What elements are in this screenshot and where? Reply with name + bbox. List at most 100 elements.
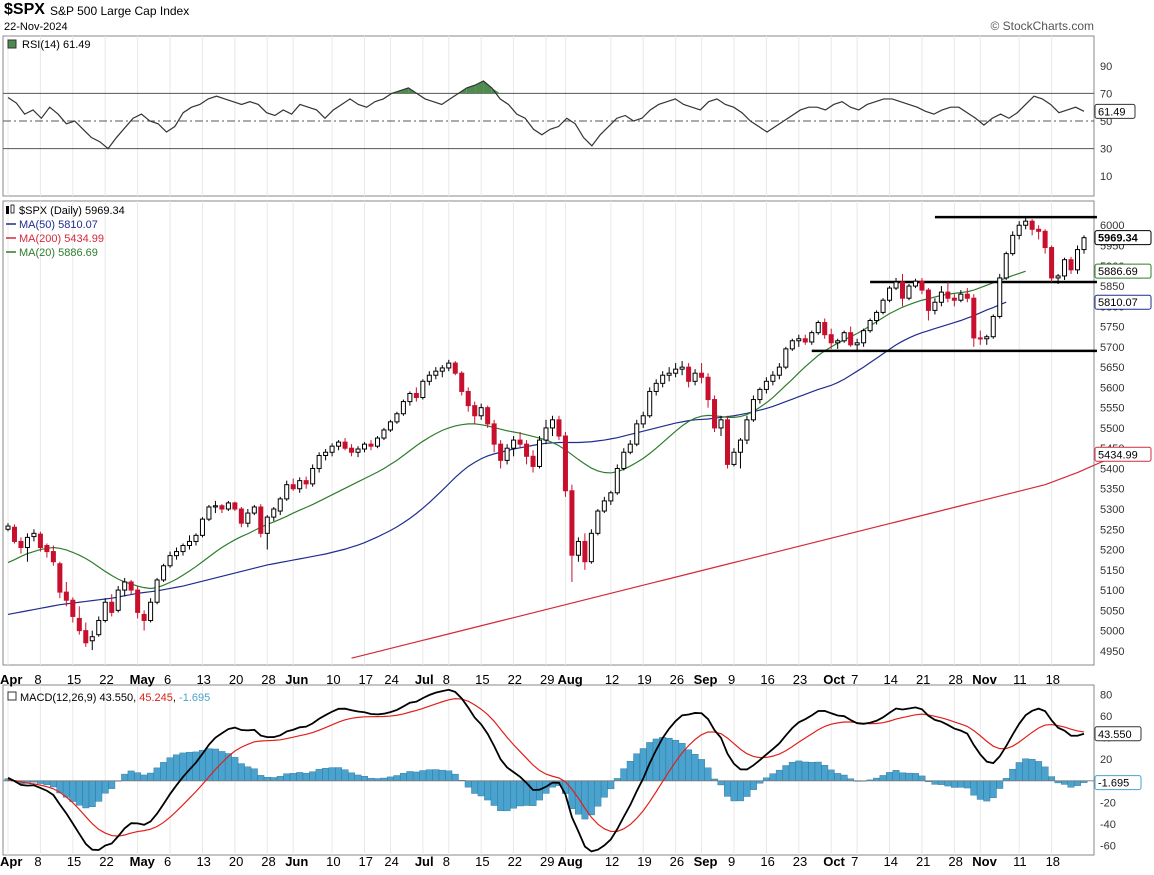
macd-date-label: 11 [1013,854,1026,869]
candlestick [874,310,880,325]
price-date-label: 26 [670,672,684,687]
candle-body [588,532,594,563]
candlestick [841,330,847,343]
macd-histogram-bar [691,754,699,781]
candlestick [530,450,536,473]
candle-body [1062,259,1068,277]
candlestick [634,419,640,447]
candle-body [420,380,426,399]
macd-histogram-bar [140,774,148,781]
candlestick [1068,256,1074,274]
candlestick [31,529,37,542]
macd-histogram-bar [425,769,433,782]
candle-body [575,540,581,556]
price-date-label: 19 [637,672,651,687]
candle-body [912,280,918,287]
price-date-label: Jul [415,672,434,687]
price-date-label: May [130,672,156,687]
macd-legend-part: , [173,692,179,704]
macd-histogram-bar [912,773,919,782]
candlestick [575,537,581,562]
macd-histogram-bar [322,768,330,782]
candle-body [763,380,769,390]
macd-tick-label: 60 [1100,711,1112,723]
candle-body [614,467,620,494]
rsi-panel [2,35,1095,197]
macd-histogram-bar [743,780,751,797]
candle-body [102,601,108,621]
macd-histogram-bar [309,771,317,781]
candle-body [796,338,802,342]
macd-histogram-bar [827,769,835,782]
macd-histogram-bar [685,749,693,781]
macd-date-label: 15 [67,854,81,869]
ma20-tag-box [1094,263,1152,279]
candle-body [161,565,167,581]
candlestick [1029,219,1035,236]
candle-body [595,510,601,534]
macd-date-label: 28 [948,854,962,869]
candlestick [809,330,815,345]
price-date-label: 7 [851,672,858,687]
price-date-label: 9 [728,672,735,687]
candle-body [549,419,555,429]
candlestick [18,537,24,554]
macd-tick-label: 20 [1100,754,1112,766]
price-date-label: 17 [359,672,373,687]
macd-histogram-bar [957,780,965,788]
macd-histogram-bar [399,773,407,781]
candle-body [524,443,530,457]
candle-body [582,540,588,563]
candlestick [880,298,886,315]
candlestick [549,415,555,437]
candlestick [1075,245,1081,274]
macd-histogram-bar [147,772,155,782]
candle-body [141,613,147,621]
macd-date-label: 20 [229,854,243,869]
candle-body [737,439,743,453]
candle-body [1049,247,1055,279]
candle-body [938,291,944,303]
candle-body [783,348,789,368]
candle-body [686,366,692,382]
macd-date-label: Jul [415,854,434,869]
macd-histogram-bar [484,780,492,801]
candle-body [37,533,43,549]
candlestick [433,367,439,380]
price-tick-label: 5550 [1100,403,1124,415]
macd-histogram-bar [983,780,991,802]
candlestick [57,561,63,599]
ma200-tag-box [1094,446,1152,462]
candle-body [439,367,445,372]
candlestick [472,401,478,424]
price-date-label: Apr [0,672,22,687]
candlestick [446,359,452,372]
macd-date-label: 29 [540,854,554,869]
macd-histogram-bar [1015,762,1023,781]
candlestick [673,363,679,378]
macd-date-label: 28 [261,854,275,869]
macd-histogram-bar [380,777,388,781]
candle-body [413,392,419,399]
candle-body [621,451,627,469]
candle-body [297,480,303,490]
price-tick-label: 5250 [1100,524,1124,536]
macd-tick-label: -60 [1100,841,1116,853]
candlestick [705,373,711,408]
candlestick [498,440,504,469]
price-tick-label: 5000 [1100,626,1124,638]
vertical-gridlines [7,36,1053,855]
macd-tick-label: -20 [1100,797,1116,809]
candlestick [964,288,970,303]
candle-body [258,506,264,534]
price-date-label: Aug [557,672,582,687]
candlestick [712,395,718,432]
macd-histogram-bar [315,769,323,781]
macd-date-label: 7 [851,854,858,869]
price-date-label: 8 [34,672,41,687]
last-price-tag: 5969.34 [1098,233,1139,245]
macd-date-label: 22 [99,854,113,869]
candle-body [251,506,257,514]
price-tick-label: 5350 [1100,484,1124,496]
candle-body [1055,275,1061,279]
